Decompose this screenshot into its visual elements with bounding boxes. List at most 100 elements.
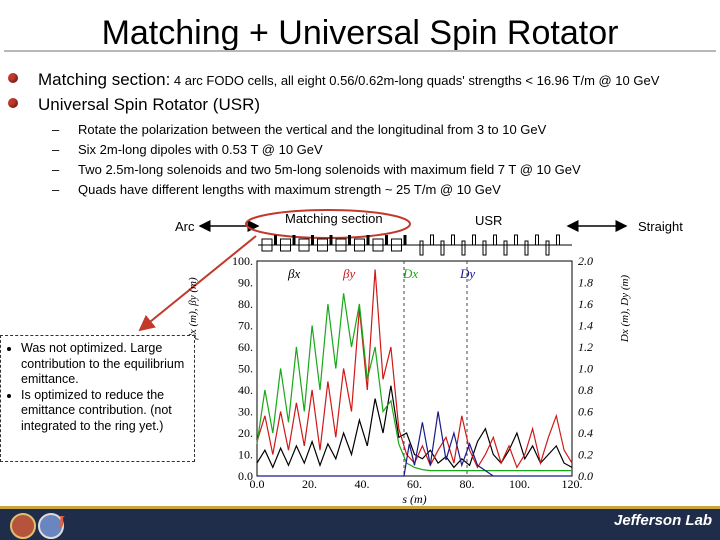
dipole-element (354, 238, 365, 252)
usr-element (545, 240, 550, 256)
dipole-element (298, 238, 310, 252)
x-tick-label: 60. (407, 477, 422, 491)
usr-element (419, 240, 424, 256)
bullet-matching-rest: 4 arc FODO cells, all eight 0.56/0.62m-l… (170, 73, 660, 88)
y-left-tick-label: 100. (232, 254, 253, 268)
bullet-usr-text: Universal Spin Rotator (USR) (38, 95, 261, 114)
legend-entry: Dx (402, 266, 418, 281)
y-left-tick-label: 30. (238, 405, 253, 419)
quad-element (366, 235, 370, 245)
x-tick-label: 0.0 (250, 477, 265, 491)
series-line-Dy (257, 411, 572, 477)
y-left-tick-label: 10. (238, 448, 253, 462)
y-right-tick-label: 0.6 (578, 405, 593, 419)
y-left-tick-label: 90. (238, 276, 253, 290)
footer-bar (0, 506, 720, 540)
callout-arrow (138, 235, 257, 332)
note-item: Was not optimized. Large contribution to… (21, 341, 188, 388)
y-right-tick-label: 1.0 (578, 362, 593, 376)
slide-title: Matching + Universal Spin Rotator (101, 14, 619, 52)
x-tick-label: 100. (509, 477, 530, 491)
footer-accent-band (0, 506, 720, 509)
quad-element (329, 235, 333, 245)
x-axis-label: s (m) (402, 492, 426, 506)
x-tick-label: 120. (562, 477, 583, 491)
y-left-tick-label: 50. (238, 362, 253, 376)
usr-element (524, 240, 529, 256)
sub-item: – Six 2m-long dipoles with 0.53 T @ 10 Ge… (52, 142, 323, 157)
quad-element (311, 235, 314, 245)
label-usr: USR (475, 213, 503, 228)
dipole-element (261, 238, 273, 252)
quad-element (348, 235, 351, 245)
usr-element (472, 234, 476, 246)
y-right-tick-label: 1.8 (578, 276, 593, 290)
bullet-usr: Universal Spin Rotator (USR) (8, 95, 261, 115)
sub-item: – Rotate the polarization between the ver… (52, 122, 547, 137)
note-box: Was not optimized. Large contribution to… (0, 335, 195, 462)
y-left-tick-label: 0.0 (238, 469, 253, 483)
legend-entry: βy (342, 266, 355, 281)
series-line-βx (256, 385, 573, 469)
y-left-tick-label: 20. (238, 426, 253, 440)
doe-logo-icon (10, 513, 36, 539)
legend-entry: Dy (459, 266, 475, 281)
y-left-tick-label: 80. (238, 297, 253, 311)
dipole-element (372, 238, 384, 252)
x-tick-label: 80. (460, 477, 475, 491)
dipole-element (391, 238, 402, 252)
label-arc: Arc (175, 219, 195, 234)
y-left-tick-label: 60. (238, 340, 253, 354)
bullet-matching: Matching section: 4 arc FODO cells, all … (8, 70, 660, 90)
usr-element (440, 240, 445, 256)
y-right-tick-label: 2.0 (578, 254, 593, 268)
optics-plot: 0.0 20. 40. 60. 80. 100. 120.0.010.20.30.40.50… (187, 254, 631, 506)
matching-highlight-ellipse (245, 209, 411, 239)
bullet-dot-icon (8, 98, 18, 108)
legend-entry: βx (287, 266, 300, 281)
usr-element (556, 234, 560, 246)
x-tick-label: 40. (355, 477, 370, 491)
jsa-seal-icon (38, 513, 64, 539)
usr-element (482, 240, 487, 256)
jsa-logo-icon: J (56, 512, 65, 532)
y-right-tick-label: 0.4 (578, 426, 593, 440)
bullet-matching-head: Matching section: (38, 70, 171, 89)
label-straight: Straight (638, 219, 683, 234)
usr-element (493, 234, 497, 246)
bullet-dot-icon (8, 73, 18, 83)
usr-element (430, 234, 434, 246)
quad-element (403, 235, 407, 245)
usr-element (514, 234, 518, 246)
y-right-tick-label: 1.2 (578, 340, 593, 354)
usr-element (503, 240, 508, 256)
x-tick-label: 20. (302, 477, 317, 491)
quad-element (274, 235, 277, 245)
y-right-tick-label: 1.6 (578, 297, 593, 311)
series-line-Dx (256, 293, 572, 472)
y-left-tick-label: 40. (238, 383, 253, 397)
title-divider (4, 50, 716, 52)
y-right-tick-label: 0.2 (578, 448, 593, 462)
quad-element (385, 235, 388, 245)
usr-element (535, 234, 539, 246)
usr-element (451, 234, 455, 246)
y-right-tick-label: 0.8 (578, 383, 593, 397)
dipole-element (335, 238, 347, 252)
y-left-tick-label: 70. (238, 319, 253, 333)
label-matching-section: Matching section (285, 211, 383, 226)
note-item: Is optimized to reduce the emittance con… (21, 388, 188, 435)
usr-element (461, 240, 466, 256)
y-right-tick-label: 0.0 (578, 469, 593, 483)
sub-item: – Two 2.5m-long solenoids and two 5m-long… (52, 162, 581, 177)
y-right-tick-label: 1.4 (578, 319, 593, 333)
sub-item: – Quads have different lengths with maxim… (52, 182, 501, 197)
jefferson-lab-logo: Jefferson Lab (614, 512, 713, 529)
dipole-element (280, 238, 291, 252)
lattice-elements (258, 234, 572, 256)
dipole-element (317, 238, 328, 252)
y-right-axis-label: Dx (m), Dy (m) (619, 275, 631, 344)
y-left-axis-label: βx (m), βy (m) (187, 277, 199, 341)
quad-element (292, 235, 296, 245)
